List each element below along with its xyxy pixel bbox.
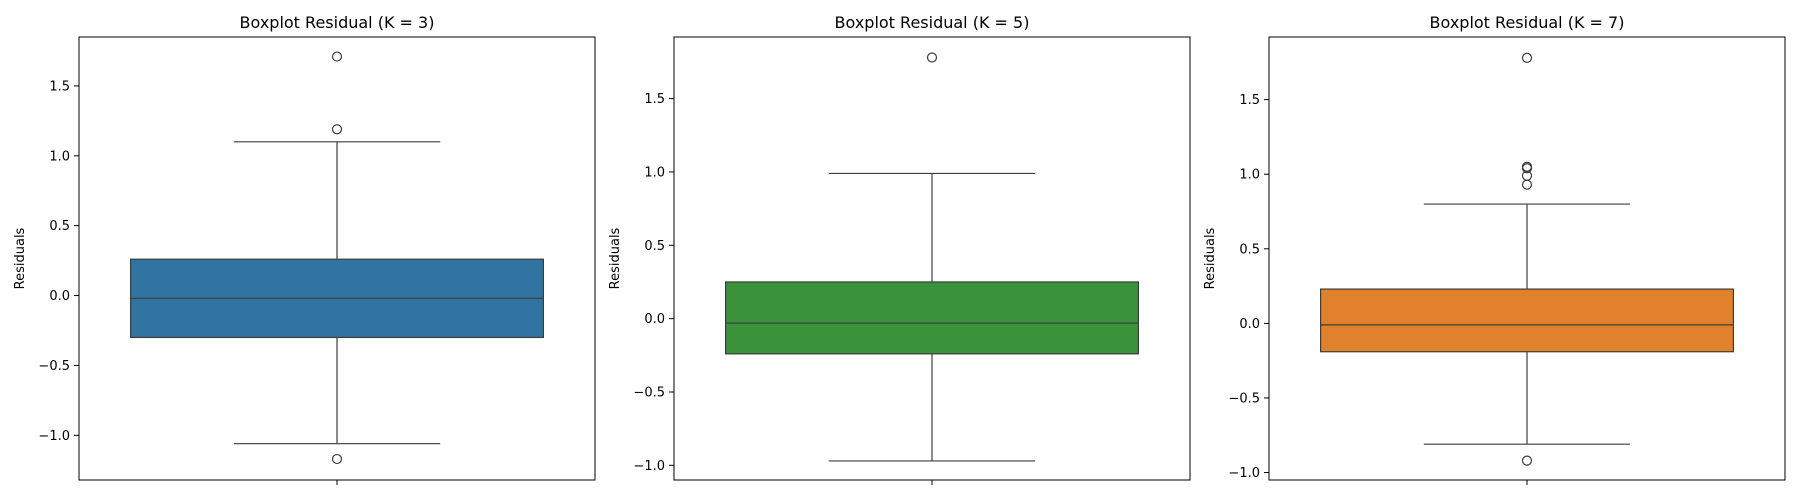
y-tick-label: 1.5 [49, 79, 70, 94]
y-tick-label: 0.5 [49, 219, 70, 234]
y-tick-label: 0.0 [644, 312, 665, 327]
y-tick-label: 0.0 [1239, 317, 1260, 332]
chart-title: Boxplot Residual (K = 7) [1430, 13, 1625, 32]
outlier-point [1521, 179, 1533, 190]
y-tick-label: 1.0 [644, 165, 665, 180]
y-axis-label: Residuals [13, 227, 28, 289]
y-tick-label: −1.0 [1228, 466, 1260, 481]
y-tick-label: 1.5 [644, 92, 665, 107]
y-tick-label: −0.5 [1228, 391, 1260, 406]
outlier-point [1521, 455, 1533, 466]
outlier-point [331, 51, 343, 62]
chart-panel-1: Boxplot Residual (K = 3) Residuals −1.0 −0.… [13, 13, 596, 485]
outlier-point [331, 453, 343, 465]
y-tick-label: 0.5 [644, 239, 665, 254]
iqr-box [1319, 288, 1734, 353]
outlier-point [926, 52, 938, 63]
y-axis-label: Residuals [608, 227, 623, 289]
y-tick-label: −1.0 [38, 429, 70, 444]
outlier-point [1521, 52, 1533, 63]
outlier-point [331, 124, 343, 135]
chart-title: Boxplot Residual (K = 5) [835, 13, 1030, 32]
y-tick-label: −1.0 [633, 459, 665, 474]
y-tick-label: 0.0 [49, 289, 70, 304]
y-tick-label: 1.0 [49, 149, 70, 164]
chart-panel-2: Boxplot Residual (K = 5) Residuals −1.0 −0.… [608, 13, 1191, 485]
y-tick-label: 1.5 [1239, 93, 1260, 108]
outlier-point [1521, 163, 1533, 174]
y-tick-label: −0.5 [38, 359, 70, 374]
iqr-box [724, 281, 1139, 355]
y-axis-label: Residuals [1203, 227, 1218, 289]
y-tick-label: 0.5 [1239, 242, 1260, 257]
y-tick-label: 1.0 [1239, 168, 1260, 183]
y-tick-label: −0.5 [633, 385, 665, 400]
chart-title: Boxplot Residual (K = 3) [240, 13, 435, 32]
chart-panel-3: Boxplot Residual (K = 7) Residuals −1.0 −0.… [1203, 13, 1786, 485]
